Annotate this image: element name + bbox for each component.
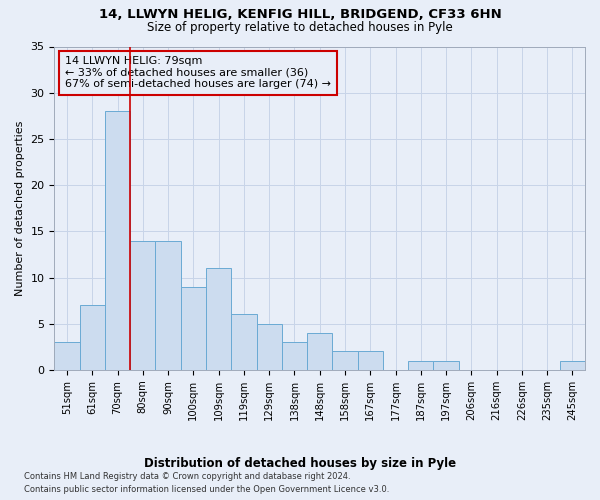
Bar — [206, 268, 231, 370]
Bar — [282, 342, 307, 370]
Bar — [105, 111, 130, 370]
Bar — [433, 360, 458, 370]
Bar — [332, 352, 358, 370]
Bar — [80, 305, 105, 370]
Bar — [358, 352, 383, 370]
Text: 14 LLWYN HELIG: 79sqm
← 33% of detached houses are smaller (36)
67% of semi-deta: 14 LLWYN HELIG: 79sqm ← 33% of detached … — [65, 56, 331, 90]
Bar — [55, 342, 80, 370]
Text: 14, LLWYN HELIG, KENFIG HILL, BRIDGEND, CF33 6HN: 14, LLWYN HELIG, KENFIG HILL, BRIDGEND, … — [98, 8, 502, 20]
Bar — [307, 333, 332, 370]
Bar — [560, 360, 585, 370]
Text: Contains HM Land Registry data © Crown copyright and database right 2024.: Contains HM Land Registry data © Crown c… — [24, 472, 350, 481]
Bar — [155, 240, 181, 370]
Text: Distribution of detached houses by size in Pyle: Distribution of detached houses by size … — [144, 458, 456, 470]
Bar — [257, 324, 282, 370]
Bar — [130, 240, 155, 370]
Bar — [408, 360, 433, 370]
Text: Contains public sector information licensed under the Open Government Licence v3: Contains public sector information licen… — [24, 485, 389, 494]
Bar — [181, 286, 206, 370]
Text: Size of property relative to detached houses in Pyle: Size of property relative to detached ho… — [147, 21, 453, 34]
Bar — [231, 314, 257, 370]
Y-axis label: Number of detached properties: Number of detached properties — [15, 120, 25, 296]
